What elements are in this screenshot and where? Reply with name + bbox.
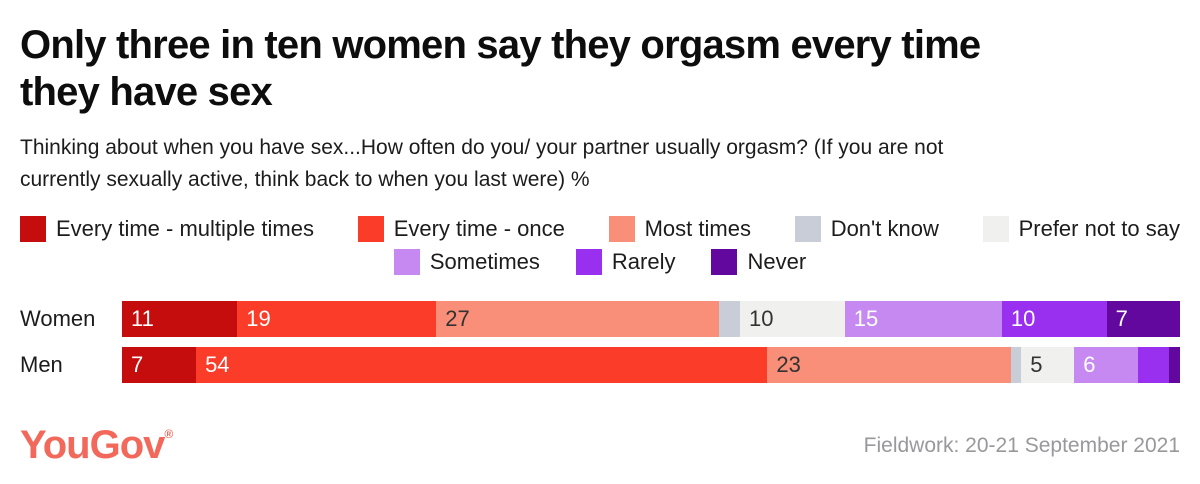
legend-item: Sometimes xyxy=(393,248,540,275)
bar-segment-value: 23 xyxy=(776,351,801,377)
chart-footer: YouGov® Fieldwork: 20-21 September 2021 xyxy=(20,423,1180,484)
legend-label: Every time - multiple times xyxy=(56,215,314,241)
legend-swatch xyxy=(794,215,821,242)
bar-segment-value: 5 xyxy=(1030,351,1043,377)
bar-segment: 27 xyxy=(436,300,720,337)
bar-row-women: Women 11 19 27 10 15 10 7 xyxy=(20,300,1180,337)
bar-segment-value: 15 xyxy=(853,305,879,331)
legend-row-1: Every time - multiple times Every time - … xyxy=(20,215,1180,242)
registered-trademark-icon: ® xyxy=(164,427,174,441)
legend-item: Rarely xyxy=(575,248,676,275)
legend-label: Most times xyxy=(644,215,751,241)
legend-label: Prefer not to say xyxy=(1018,215,1180,241)
legend-label: Every time - once xyxy=(393,215,565,241)
bar-segment-value: 19 xyxy=(246,305,271,331)
bar-segment: 11 xyxy=(122,300,238,337)
legend-swatch xyxy=(393,248,420,275)
legend-label: Sometimes xyxy=(429,248,540,274)
bar-segment: 5 xyxy=(1021,346,1075,383)
legend-row-2: Sometimes Rarely Never xyxy=(20,248,1180,275)
bar-segment: 54 xyxy=(196,346,768,383)
legend-item: Every time - once xyxy=(357,215,565,242)
bar-segment: 7 xyxy=(1106,300,1180,337)
bar-segment-value: 10 xyxy=(749,305,774,331)
legend-item: Never xyxy=(711,248,807,275)
bar-segment: 7 xyxy=(122,346,197,383)
chart-title-line1: Only three in ten women say they orgasm … xyxy=(20,23,981,67)
bar-segment xyxy=(1169,346,1180,383)
chart-subtitle-line1: Thinking about when you have sex...How o… xyxy=(20,135,944,159)
bar-segment-value: 54 xyxy=(205,351,230,377)
legend-swatch xyxy=(608,215,635,242)
bar-segment: 23 xyxy=(767,346,1011,383)
bar-segment: 15 xyxy=(844,300,1002,337)
legend-label: Don't know xyxy=(830,215,939,241)
bar-track: 7 54 23 5 6 xyxy=(122,346,1180,383)
legend-item: Prefer not to say xyxy=(982,215,1180,242)
legend-swatch xyxy=(982,215,1009,242)
bar-segment: 6 xyxy=(1074,346,1138,383)
bar-segment-value: 7 xyxy=(131,351,144,377)
legend-label: Rarely xyxy=(611,248,676,274)
legend-swatch xyxy=(357,215,384,242)
legend-swatch xyxy=(20,215,46,242)
legend-item: Every time - multiple times xyxy=(20,215,314,242)
bar-segment-value: 10 xyxy=(1010,305,1036,331)
bar-segment: 19 xyxy=(237,300,437,337)
yougov-logo: YouGov® xyxy=(20,423,173,468)
bar-category-label: Men xyxy=(20,351,63,377)
chart-subtitle: Thinking about when you have sex...How o… xyxy=(20,132,1180,197)
bar-track: 11 19 27 10 15 10 7 xyxy=(122,300,1180,337)
bar-segment xyxy=(719,300,741,337)
legend-item: Most times xyxy=(608,215,751,242)
chart-subtitle-line2: currently sexually active, think back to… xyxy=(20,168,590,192)
bar-category-label: Women xyxy=(20,305,96,331)
bar-segment xyxy=(1137,346,1170,383)
legend: Every time - multiple times Every time - … xyxy=(20,215,1180,275)
bar-segment: 10 xyxy=(1001,300,1107,337)
legend-swatch xyxy=(575,248,602,275)
bar-segment-value: 6 xyxy=(1083,351,1096,377)
yougov-logo-text: YouGov xyxy=(20,423,165,467)
bar-segment-value: 11 xyxy=(131,305,154,331)
bar-segment xyxy=(1010,346,1022,383)
bar-segment: 10 xyxy=(740,300,845,337)
stacked-bar-chart: Women 11 19 27 10 15 10 7 Men 7 54 23 5 6 xyxy=(20,300,1180,383)
chart-title: Only three in ten women say they orgasm … xyxy=(20,22,1180,116)
bar-row-men: Men 7 54 23 5 6 xyxy=(20,346,1180,383)
bar-segment-value: 27 xyxy=(445,305,470,331)
bar-segment-value: 7 xyxy=(1115,305,1128,331)
legend-item: Don't know xyxy=(794,215,939,242)
fieldwork-note: Fieldwork: 20-21 September 2021 xyxy=(863,433,1180,457)
legend-label: Never xyxy=(747,248,807,274)
chart-title-line2: they have sex xyxy=(20,69,273,114)
legend-swatch xyxy=(711,248,738,275)
